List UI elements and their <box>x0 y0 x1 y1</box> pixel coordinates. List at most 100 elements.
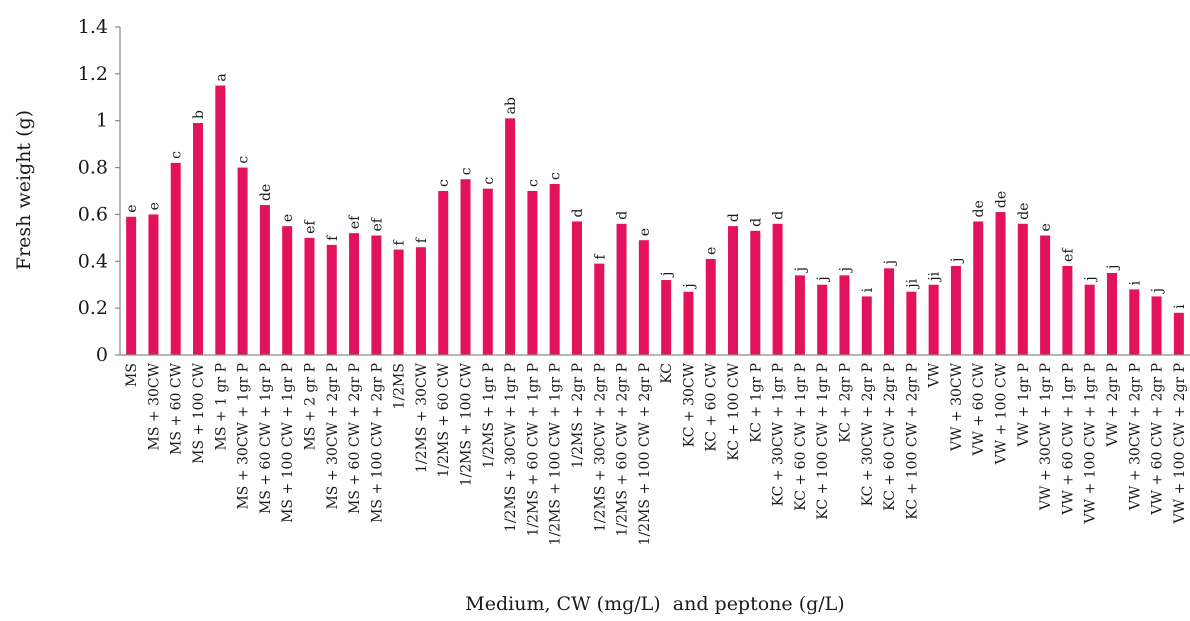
x-tick-label: MS + 100 CW + 1gr P <box>280 363 296 523</box>
bar <box>460 179 471 355</box>
x-tick-label: VW <box>927 362 943 388</box>
bar <box>683 291 694 355</box>
bar <box>594 263 605 355</box>
x-tick-label: KC + 30CW + 2gr P <box>860 363 876 506</box>
bar <box>1173 312 1184 355</box>
data-label: c <box>169 151 185 159</box>
data-label: c <box>436 179 452 187</box>
x-tick-label: KC + 30CW + 1gr P <box>771 363 787 506</box>
data-label: i <box>1127 280 1143 285</box>
y-tick-label: 1.4 <box>78 16 108 38</box>
data-label: c <box>525 179 541 187</box>
data-label: ji <box>927 271 943 282</box>
data-label: e <box>704 247 720 255</box>
x-tick-label: VW + 60 CW + 2gr P <box>1150 363 1166 516</box>
bar <box>215 85 226 356</box>
data-label: f <box>592 253 608 260</box>
x-tick-label: 1/2MS + 100 CW + 2gr P <box>637 363 653 545</box>
data-label: ef <box>347 214 363 229</box>
bar <box>1040 235 1051 355</box>
x-tick-label: 1/2MS + 100 CW + 1gr P <box>548 363 564 545</box>
x-tick-label: MS + 100 CW + 2gr P <box>369 363 385 523</box>
data-label: d <box>748 218 764 227</box>
x-tick-label: VW + 60 CW <box>971 362 987 456</box>
data-label: ji <box>904 278 920 289</box>
x-tick-label: KC + 2gr P <box>837 363 853 443</box>
y-tick-label: 0.6 <box>78 203 108 225</box>
bar <box>906 291 917 355</box>
bar <box>571 221 582 355</box>
data-label: j <box>681 283 697 289</box>
bar <box>415 247 426 355</box>
x-tick-label: KC + 1gr P <box>748 363 764 443</box>
bar <box>616 223 627 355</box>
x-tick-label: VW + 30CW <box>949 362 965 452</box>
x-tick-label: MS + 2 gr P <box>302 363 318 450</box>
data-label: c <box>459 167 475 175</box>
x-tick-label: VW + 30CW + 1gr P <box>1038 363 1054 511</box>
x-tick-label: 1/2MS + 2gr P <box>570 363 586 469</box>
x-tick-label: VW + 1gr P <box>1016 363 1032 448</box>
data-label: e <box>124 204 140 212</box>
data-label: i <box>1172 304 1188 309</box>
x-tick-label: KC + 60 CW + 1gr P <box>793 363 809 511</box>
x-tick-label: VW + 100 CW <box>994 362 1010 465</box>
data-label: j <box>1150 288 1166 294</box>
bar <box>705 258 716 355</box>
bar <box>148 214 159 355</box>
data-label: d <box>615 211 631 220</box>
x-tick-label: KC + 60 CW <box>704 362 720 451</box>
bar <box>884 268 895 355</box>
bar <box>326 244 337 355</box>
bar <box>638 240 649 355</box>
data-label: d <box>771 211 787 220</box>
data-label: c <box>481 177 497 185</box>
bar <box>505 118 516 355</box>
x-tick-label: MS + 100 CW <box>191 362 207 463</box>
data-label: de <box>994 191 1010 208</box>
x-tick-label: 1/2MS + 60 CW + 1gr P <box>525 363 541 537</box>
x-tick-label: MS + 30CW <box>146 362 162 450</box>
bar <box>1129 289 1140 355</box>
x-tick-label: MS + 60 CW + 1gr P <box>258 363 274 514</box>
x-tick-label: MS + 1 gr P <box>213 363 229 450</box>
y-tick-label: 0.8 <box>78 157 108 179</box>
x-tick-label: MS + 60 CW <box>169 362 185 455</box>
x-tick-label: MS + 60 CW + 2gr P <box>347 363 363 514</box>
data-label: de <box>971 200 987 217</box>
bar <box>1084 284 1095 355</box>
x-tick-label: MS + 30CW + 2gr P <box>325 363 341 510</box>
bar <box>282 226 293 355</box>
x-tick-label: KC <box>659 363 675 384</box>
bar <box>794 275 805 355</box>
data-label: ef <box>302 219 318 234</box>
bar <box>861 296 872 355</box>
data-label: j <box>793 267 809 273</box>
bar <box>126 216 137 355</box>
y-tick-label: 0.4 <box>78 250 108 272</box>
data-label: j <box>1105 265 1121 271</box>
x-tick-label: 1/2MS + 60 CW <box>436 362 452 477</box>
bar <box>371 235 382 355</box>
x-tick-label: 1/2MS + 60 CW + 2gr P <box>615 363 631 537</box>
bar <box>973 221 984 355</box>
bar <box>438 191 449 355</box>
data-label: f <box>325 234 341 241</box>
x-tick-label: VW + 2gr P <box>1105 363 1121 448</box>
data-label: b <box>191 110 207 119</box>
data-label: de <box>1016 203 1032 220</box>
data-label: j <box>1083 276 1099 282</box>
data-label: d <box>726 213 742 222</box>
bar <box>750 230 761 355</box>
bar <box>349 233 360 355</box>
data-label: c <box>236 156 252 164</box>
bar <box>237 167 248 355</box>
x-tick-label: MS <box>124 363 140 387</box>
x-tick-label: KC + 100 CW <box>726 362 742 460</box>
y-tick-label: 0 <box>96 344 108 366</box>
bars-group <box>126 85 1184 356</box>
x-tick-label: KC + 100 CW + 1gr P <box>815 363 831 520</box>
x-tick-label: VW + 100 CW + 2gr P <box>1172 363 1188 524</box>
